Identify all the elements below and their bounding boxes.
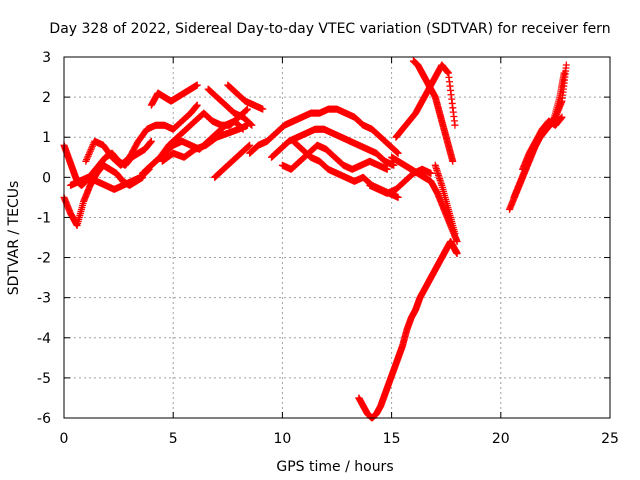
- x-tick-label: 15: [383, 431, 401, 447]
- data-point: [147, 137, 155, 145]
- x-tick-label: 10: [273, 431, 291, 447]
- data-point: [453, 250, 461, 258]
- y-tick-label: -5: [37, 371, 51, 387]
- data-point: [243, 105, 251, 113]
- data-point: [242, 106, 250, 114]
- data-point: [83, 156, 91, 164]
- data-point: [558, 113, 566, 121]
- plot-frame: [63, 56, 611, 419]
- y-tick-label: -6: [37, 411, 51, 427]
- data-point: [394, 149, 402, 157]
- y-tick-label: -1: [37, 210, 51, 226]
- data-point: [394, 193, 402, 201]
- chart-title: Day 328 of 2022, Sidereal Day-to-day VTE…: [49, 21, 610, 37]
- data-point: [246, 120, 254, 128]
- y-tick-label: 3: [42, 50, 51, 66]
- series-arc-16: [366, 165, 435, 197]
- data-point: [449, 157, 457, 165]
- data-point: [560, 69, 568, 77]
- data-point: [259, 105, 267, 113]
- data-point: [193, 101, 201, 109]
- y-tick-label: -2: [37, 251, 51, 267]
- series-arc-9: [204, 85, 256, 129]
- y-tick-label: 2: [42, 90, 51, 106]
- data-point: [451, 121, 459, 129]
- series-arc-8: [158, 121, 251, 165]
- data-point: [85, 151, 93, 159]
- data-point: [88, 142, 96, 150]
- data-point: [427, 169, 435, 177]
- x-tick-label: 0: [60, 431, 69, 447]
- y-tick-label: -4: [37, 331, 51, 347]
- x-axis-label: GPS time / hours: [276, 459, 393, 475]
- tick-marks: [63, 56, 611, 419]
- series-arc-19: [409, 57, 457, 165]
- series-arc-11: [211, 141, 254, 181]
- series-arc-21: [431, 161, 459, 237]
- series-arc-4: [82, 101, 201, 169]
- data-point: [243, 106, 251, 114]
- data-point: [193, 81, 201, 89]
- data-point: [86, 147, 94, 155]
- x-tick-label: 5: [169, 431, 178, 447]
- data-point: [393, 149, 401, 157]
- data-point: [562, 61, 570, 69]
- data-point: [248, 121, 256, 129]
- data-point: [84, 152, 92, 160]
- data-point: [82, 157, 90, 165]
- data-point: [244, 143, 252, 151]
- data-point: [390, 161, 398, 169]
- x-tick-label: 25: [601, 431, 619, 447]
- y-tick-labels: 3 2 1 0 -1 -2 -3 -4 -5 -6: [37, 50, 51, 427]
- data-point: [451, 229, 459, 237]
- data-point: [245, 142, 253, 150]
- series-arc-3: [67, 165, 153, 193]
- series-arc-24: [519, 113, 566, 173]
- series-arc-13: [267, 125, 398, 169]
- data-point: [85, 149, 93, 157]
- series-arc-5: [147, 81, 201, 109]
- y-axis-label: SDTVAR / TECUs: [6, 181, 22, 296]
- x-tick-labels: 0 5 10 15 20 25: [60, 431, 619, 447]
- y-tick-label: 0: [42, 170, 51, 186]
- data-point: [383, 165, 391, 173]
- series-arc-20: [355, 238, 461, 422]
- series-arc-10: [224, 81, 267, 113]
- data-point: [247, 121, 255, 129]
- data-point: [88, 144, 96, 152]
- data-point: [393, 148, 401, 156]
- data-points: [60, 57, 570, 422]
- series-arc-12: [246, 105, 402, 157]
- y-tick-label: -3: [37, 291, 51, 307]
- y-tick-label: 1: [42, 130, 51, 146]
- data-point: [83, 154, 91, 162]
- series-arc-14: [278, 141, 391, 173]
- data-point: [246, 141, 254, 149]
- data-point: [453, 238, 461, 246]
- x-tick-label: 20: [492, 431, 510, 447]
- data-point: [87, 146, 95, 154]
